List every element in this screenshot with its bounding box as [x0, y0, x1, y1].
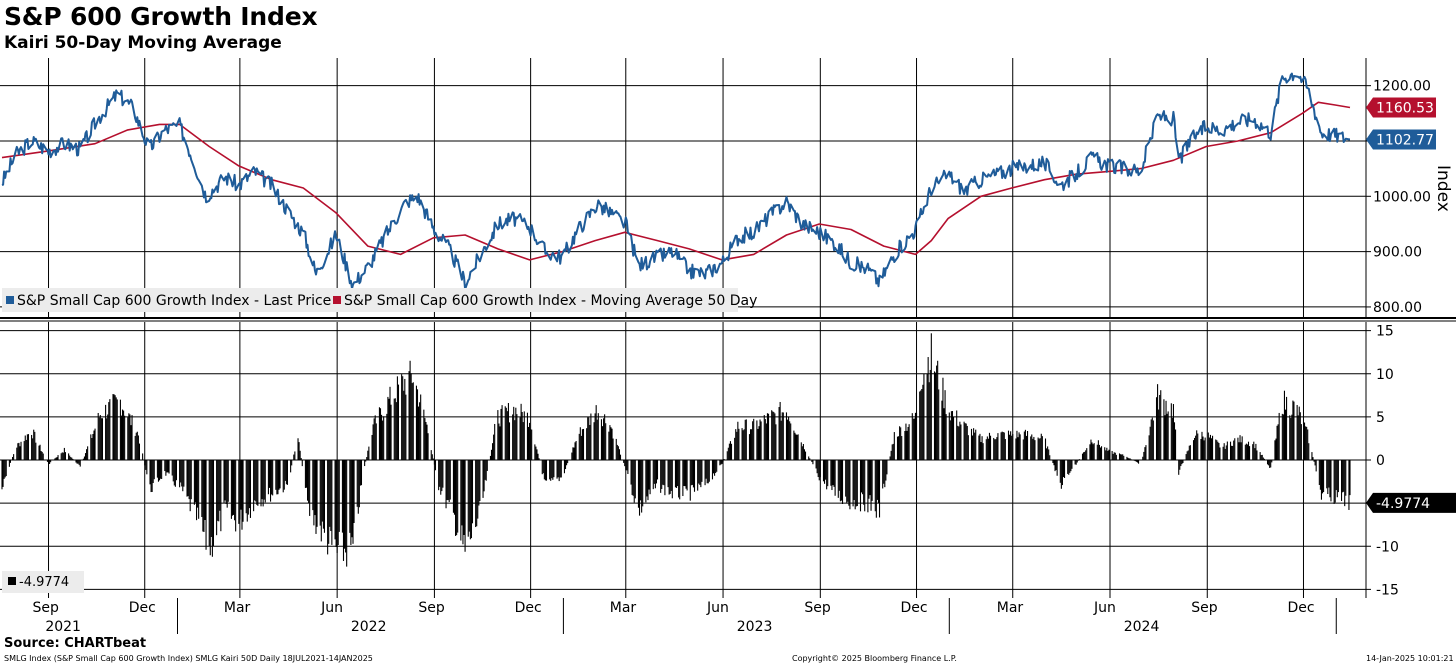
- chart-title: S&P 600 Growth Index: [4, 2, 318, 31]
- x-month-label: Jun: [706, 600, 729, 616]
- y-tick-label: 5: [1376, 410, 1385, 426]
- x-year-label: 2022: [351, 619, 387, 635]
- kairi-value-tag-text: -4.9774: [1376, 496, 1430, 512]
- price-value-tag-shape: [1366, 129, 1436, 150]
- y-tick-label: 900.00: [1373, 245, 1422, 261]
- source-label: Source: CHARTbeat: [4, 636, 147, 651]
- timestamp-text: 14-Jan-2025 10:01:21: [1366, 654, 1454, 663]
- x-month-label: Sep: [418, 600, 445, 616]
- moving-average-line: [1, 101, 1351, 261]
- kairi-value-tag-shape: [1366, 492, 1456, 513]
- price-lines: [1, 72, 1351, 291]
- legends: S&P Small Cap 600 Growth Index - Last Pr…: [2, 288, 757, 593]
- x-month-label: Mar: [224, 600, 251, 616]
- x-month-label: Dec: [901, 600, 928, 616]
- legend-swatch-ma: [333, 296, 341, 304]
- legend-swatch-price: [6, 296, 14, 304]
- y-tick-label: 1000.00: [1373, 189, 1431, 205]
- y-tick-label: 1200.00: [1373, 79, 1431, 95]
- y-tick-label: 15: [1376, 324, 1394, 340]
- x-month-label: Dec: [515, 600, 542, 616]
- upper-grid: [0, 58, 1456, 319]
- legend-label-price: S&P Small Cap 600 Growth Index - Last Pr…: [17, 293, 331, 309]
- price-value-tag-text: 1102.77: [1376, 132, 1434, 148]
- x-month-label: Sep: [804, 600, 831, 616]
- ticker-info: SMLG Index (S&P Small Cap 600 Growth Ind…: [4, 654, 373, 663]
- upper-legend-bg: [2, 288, 738, 312]
- x-year-label: 2023: [737, 619, 773, 635]
- x-month-label: Sep: [33, 600, 60, 616]
- ma-value-tag-text: 1160.53: [1376, 100, 1434, 116]
- x-month-label: Dec: [129, 600, 156, 616]
- legend-swatch-kairi: [8, 577, 16, 585]
- x-month-label: Dec: [1287, 600, 1314, 616]
- lower-legend-bg: [2, 571, 84, 593]
- y-tick-label: 0: [1376, 453, 1385, 469]
- ma-value-tag: 1160.53: [1366, 97, 1436, 118]
- x-month-label: Sep: [1191, 600, 1218, 616]
- legend-label-kairi: -4.9774: [19, 575, 69, 590]
- chart-subtitle: Kairi 50-Day Moving Average: [4, 33, 282, 53]
- y-tick-label: -10: [1376, 539, 1399, 555]
- x-month-label: Jun: [1093, 600, 1116, 616]
- y-tick-label: -15: [1376, 582, 1399, 598]
- x-month-label: Jun: [320, 600, 343, 616]
- y-axis-title: Index: [1433, 165, 1453, 212]
- kairi-bars: [1, 333, 1351, 567]
- ma-value-tag-shape: [1366, 97, 1436, 118]
- x-month-label: Mar: [610, 600, 637, 616]
- price-line: [1, 72, 1350, 291]
- y-tick-label: 10: [1376, 367, 1394, 383]
- copyright-text: Copyright© 2025 Bloomberg Finance L.P.: [792, 654, 957, 663]
- legend-label-ma: S&P Small Cap 600 Growth Index - Moving …: [344, 293, 757, 309]
- axis-labels: 800.00900.001000.001100.001200.00Index-1…: [33, 79, 1456, 635]
- x-year-label: 2021: [45, 619, 81, 635]
- kairi-value-tag: -4.9774: [1366, 492, 1456, 513]
- lower-grid: [0, 320, 1456, 598]
- price-value-tag: 1102.77: [1366, 129, 1436, 150]
- x-year-label: 2024: [1124, 619, 1160, 635]
- y-tick-label: 800.00: [1373, 300, 1422, 316]
- x-month-label: Mar: [997, 600, 1024, 616]
